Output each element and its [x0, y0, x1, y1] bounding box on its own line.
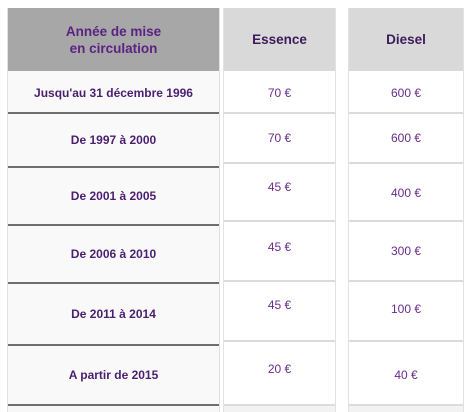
period-cell: A partir de 2015 [8, 346, 219, 404]
column-essence: Essence 70 € 70 € 45 € 45 € 45 € 20 € [223, 8, 336, 412]
row-divider [8, 282, 219, 284]
essence-price: 70 € [224, 114, 335, 162]
row-divider [8, 344, 219, 346]
period-cell: De 1997 à 2000 [8, 114, 219, 166]
essence-price: 45 € [224, 282, 335, 340]
period-cell: De 2006 à 2010 [8, 226, 219, 282]
row-divider [224, 280, 335, 282]
header-year-line2: en circulation [69, 40, 158, 56]
essence-price: 45 € [224, 164, 335, 220]
diesel-price: 100 € [349, 282, 463, 340]
diesel-price: 40 € [349, 342, 463, 404]
row-divider [224, 404, 335, 406]
row-divider [349, 340, 463, 342]
row-divider [349, 112, 463, 114]
diesel-price: 600 € [349, 114, 463, 162]
header-year-line1: Année de mise [65, 23, 162, 39]
period-cell: De 2001 à 2005 [8, 168, 219, 224]
diesel-price: 400 € [349, 164, 463, 220]
row-divider [349, 404, 463, 406]
period-cell: Jusqu'au 31 décembre 1996 [8, 71, 219, 115]
header-essence: Essence [224, 8, 335, 71]
essence-price: 45 € [224, 222, 335, 280]
row-divider [8, 166, 219, 168]
column-year: Année de mise en circulation Jusqu'au 31… [7, 8, 220, 412]
header-diesel: Diesel [349, 8, 463, 71]
row-divider [8, 224, 219, 226]
row-divider [8, 404, 219, 406]
row-divider [349, 220, 463, 222]
essence-price: 20 € [224, 342, 335, 404]
row-divider [349, 162, 463, 164]
row-divider [349, 280, 463, 282]
essence-price: 70 € [224, 71, 335, 115]
diesel-price: 300 € [349, 222, 463, 280]
column-diesel: Diesel 600 € 600 € 400 € 300 € 100 € 40 … [348, 8, 464, 412]
header-year: Année de mise en circulation [8, 8, 219, 71]
row-divider [224, 162, 335, 164]
row-divider [224, 340, 335, 342]
row-divider [8, 112, 219, 114]
row-divider [224, 112, 335, 114]
row-divider [224, 220, 335, 222]
diesel-price: 600 € [349, 71, 463, 115]
period-cell: De 2011 à 2014 [8, 284, 219, 344]
